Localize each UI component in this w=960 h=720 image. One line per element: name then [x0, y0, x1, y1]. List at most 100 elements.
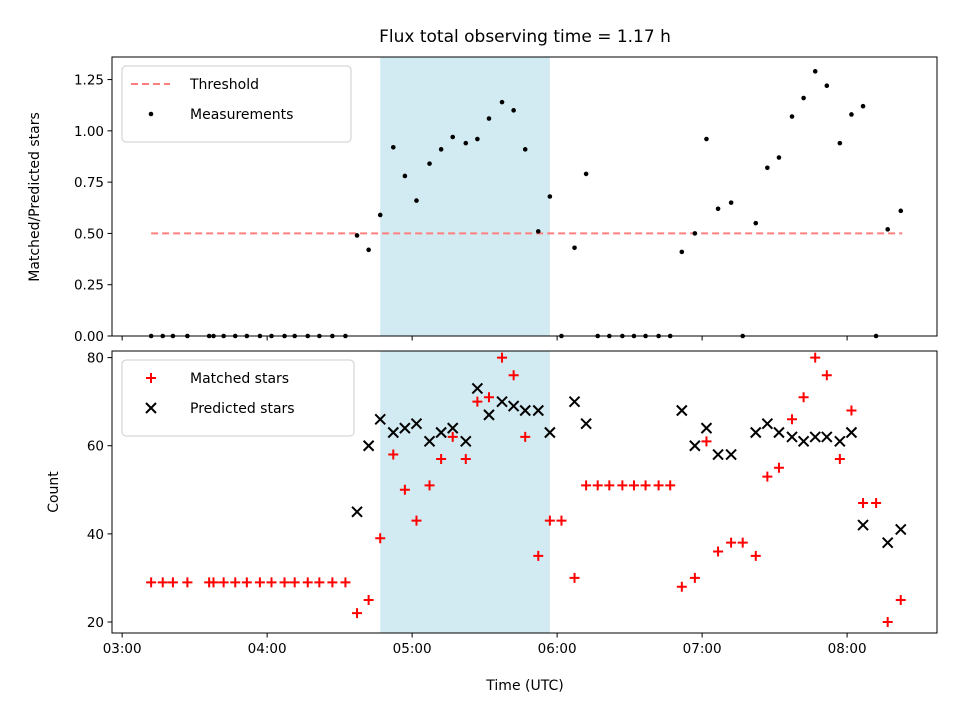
- matched-stars-point: [628, 480, 639, 491]
- matched-stars-point: [653, 480, 664, 491]
- matched-stars-point: [241, 577, 252, 588]
- legend-box: [121, 359, 355, 437]
- matched-stars-point: [762, 471, 773, 482]
- matched-stars-point: [314, 577, 325, 588]
- ratio-panel: 0.00 0.25 0.50 0.75 1.00 1.25 Matched/Predict…: [27, 56, 938, 345]
- measurements-point: [728, 200, 734, 205]
- measurements-point: [765, 165, 770, 171]
- observing-interval-shade: [380, 351, 550, 633]
- measurements-point: [499, 99, 505, 105]
- measurements-point: [885, 227, 891, 232]
- measurements-point: [753, 220, 759, 226]
- x-tick-label: 07:00: [683, 641, 722, 657]
- predicted-stars-point: [676, 404, 688, 417]
- matched-stars-point: [750, 550, 761, 561]
- predicted-stars-point: [857, 519, 869, 531]
- predicted-stars-point: [423, 435, 436, 448]
- matched-stars-point: [483, 392, 494, 403]
- x-tick-label: 04:00: [248, 641, 287, 657]
- measurements-point: [679, 249, 685, 255]
- matched-stars-point: [302, 577, 313, 588]
- x-axis-label: Time (UTC): [485, 678, 563, 694]
- matched-stars-point: [665, 480, 676, 491]
- predicted-stars-point: [895, 523, 907, 536]
- measurements-point: [450, 134, 456, 140]
- legend-swatch-predicted-stars: [145, 402, 157, 414]
- predicted-stars-point: [845, 426, 858, 439]
- predicted-stars-point: [362, 440, 375, 452]
- matched-stars-point: [436, 453, 447, 464]
- predicted-stars-point: [725, 448, 737, 461]
- predicted-stars-point: [387, 426, 399, 439]
- measurements-point: [860, 103, 866, 109]
- matched-stars-point: [279, 577, 290, 588]
- matched-stars-point: [689, 572, 700, 583]
- predicted-stars-point: [507, 400, 520, 412]
- matched-stars-point: [472, 396, 483, 407]
- matched-stars-point: [460, 453, 471, 464]
- ratio-panel-frame: [111, 56, 938, 337]
- predicted-stars-point: [544, 426, 556, 439]
- matched-stars-point: [544, 515, 555, 526]
- measurements-point: [547, 194, 553, 199]
- matched-stars-point: [508, 370, 519, 381]
- predicted-stars-point: [374, 413, 386, 426]
- y-tick-label: 0.25: [74, 278, 104, 294]
- count-panel: 03:00 04:00 05:00 06:00 07:00 08:00 20 40 60 80 C…: [46, 350, 938, 657]
- ratio-legend: Threshold Measurements: [121, 65, 352, 143]
- measurements-point: [511, 108, 516, 113]
- predicted-stars-point: [761, 417, 774, 430]
- matched-stars-point: [569, 572, 580, 583]
- matched-stars-point: [327, 577, 338, 588]
- predicted-stars-point: [809, 431, 821, 443]
- count-panel-frame: [111, 350, 938, 634]
- predicted-stars-point: [773, 426, 785, 439]
- predicted-stars-point: [519, 404, 531, 417]
- predicted-stars-point: [712, 448, 724, 461]
- matched-stars-point: [254, 577, 265, 588]
- count-legend: Matched stars Predicted stars: [121, 359, 355, 437]
- matched-stars-point: [218, 577, 229, 588]
- matched-stars-point: [798, 392, 809, 403]
- matched-stars-point: [182, 577, 193, 588]
- matched-stars-point: [146, 577, 157, 588]
- predicted-stars-point: [786, 431, 798, 443]
- measurements-point: [801, 95, 806, 101]
- matched-stars-point: [208, 577, 219, 588]
- predicted-stars-point: [821, 431, 833, 443]
- matched-stars-point: [640, 480, 651, 491]
- predicted-stars-point: [399, 422, 411, 434]
- measurements-point: [522, 147, 528, 152]
- legend-swatch-measurements: [148, 111, 154, 117]
- predicted-stars-point: [435, 426, 447, 439]
- ratio-panel-ylabel: Matched/Predicted stars: [27, 112, 43, 282]
- matched-stars-point: [726, 537, 737, 548]
- matched-stars-point: [592, 480, 603, 491]
- matched-stars-point: [858, 498, 869, 509]
- y-tick-label: 1.00: [74, 124, 104, 140]
- predicted-stars-point: [447, 422, 459, 434]
- measurements-point: [402, 173, 408, 179]
- measurements-point: [427, 161, 432, 166]
- measurements-point: [715, 206, 721, 212]
- measurements-point: [572, 245, 577, 251]
- matched-stars-point: [230, 577, 241, 588]
- predicted-stars-point: [460, 435, 472, 448]
- x-tick-label: 06:00: [538, 641, 577, 657]
- matched-stars-point: [713, 546, 724, 557]
- measurements-point: [776, 155, 782, 160]
- legend-swatch-matched-stars: [146, 373, 156, 383]
- matched-stars-point: [352, 608, 363, 619]
- predicted-stars-point: [351, 506, 363, 518]
- chart-title: Flux total observing time = 1.17 h: [379, 27, 671, 47]
- y-tick-label: 80: [87, 351, 104, 367]
- legend-label-matched-stars: Matched stars: [190, 371, 289, 387]
- matched-stars-point: [411, 515, 422, 526]
- matched-stars-point: [810, 352, 821, 363]
- measurements-point: [898, 208, 904, 214]
- matched-stars-point: [895, 594, 906, 605]
- matched-stars-point: [871, 498, 882, 509]
- measurements-point: [812, 69, 818, 74]
- measurements-point: [354, 233, 360, 238]
